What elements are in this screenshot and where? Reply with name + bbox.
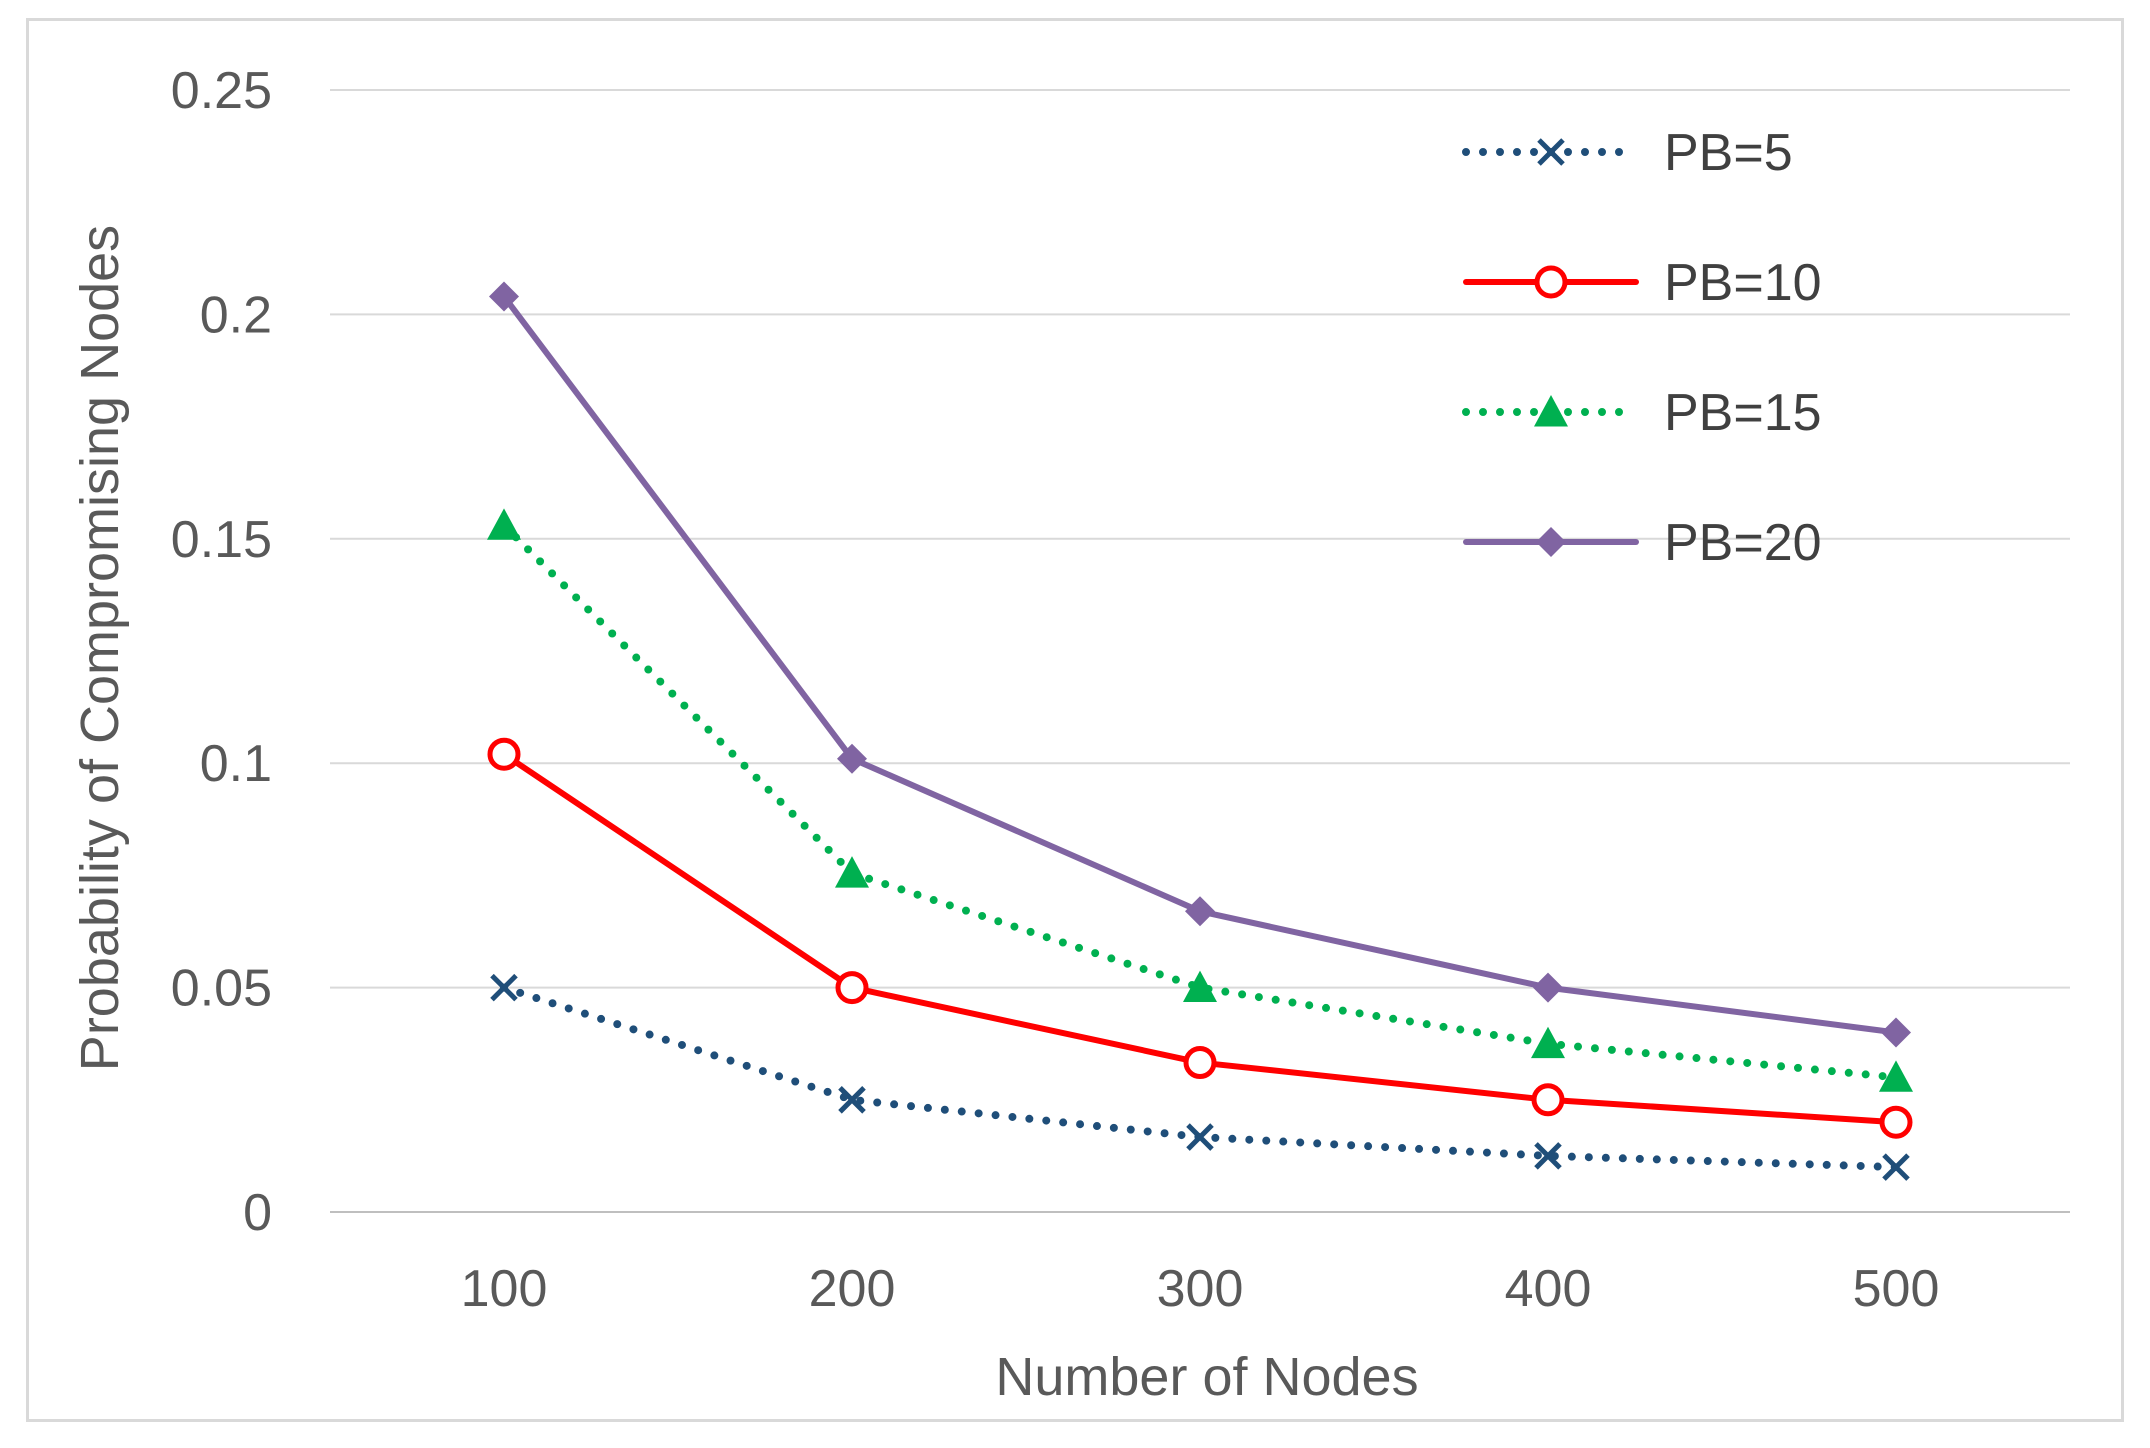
y-tick-label: 0.25 xyxy=(171,62,272,120)
y-tick-label: 0.1 xyxy=(200,735,272,793)
x-marker xyxy=(1186,1123,1214,1151)
triangle-marker xyxy=(487,508,521,540)
legend: PB=5 PB=10 PB=15 PB=20 xyxy=(1462,124,1822,572)
series-pb-15 xyxy=(487,508,1913,1092)
diamond-marker xyxy=(1533,972,1563,1003)
legend-item: PB=15 xyxy=(1462,384,1822,442)
triangle-marker xyxy=(835,856,869,888)
triangle-marker xyxy=(1531,1026,1565,1059)
triangle-marker xyxy=(1183,970,1217,1003)
series-pb-5 xyxy=(490,973,1910,1181)
circle-marker xyxy=(835,971,869,1005)
chart-frame xyxy=(26,18,2124,1422)
y-axis-ticks: 0 0.05 0.1 0.15 0.2 0.25 xyxy=(171,62,272,1242)
circle-marker xyxy=(1531,1083,1565,1117)
legend-label: PB=15 xyxy=(1664,384,1822,442)
legend-label: PB=10 xyxy=(1664,254,1822,312)
legend-item: PB=5 xyxy=(1462,124,1793,182)
y-tick-label: 0.15 xyxy=(171,511,272,569)
circle-marker xyxy=(1879,1105,1913,1139)
triangle-marker xyxy=(1879,1060,1913,1092)
y-tick-label: 0.2 xyxy=(200,286,272,344)
x-axis-ticks: 100 200 300 400 500 xyxy=(461,1260,1940,1318)
series-line xyxy=(500,521,1900,1082)
x-tick-label: 500 xyxy=(1853,1260,1940,1318)
diamond-marker xyxy=(1185,896,1215,927)
diamond-marker xyxy=(489,281,519,312)
circle-marker xyxy=(1534,265,1568,299)
y-tick-label: 0.05 xyxy=(171,960,272,1018)
legend-item: PB=10 xyxy=(1463,254,1822,312)
legend-label: PB=20 xyxy=(1664,514,1822,572)
gridlines xyxy=(330,89,2070,1213)
y-tick-label: 0 xyxy=(243,1184,272,1242)
diamond-marker xyxy=(837,743,867,774)
diamond-marker xyxy=(1881,1017,1911,1048)
x-marker xyxy=(1882,1153,1910,1181)
x-tick-label: 300 xyxy=(1157,1260,1244,1318)
x-marker xyxy=(1534,1142,1562,1170)
legend-label: PB=5 xyxy=(1664,124,1793,182)
y-axis-title: Probability of Compromising Nodes xyxy=(70,225,130,1071)
circle-marker xyxy=(1183,1046,1217,1080)
x-tick-label: 100 xyxy=(461,1260,548,1318)
x-axis-title: Number of Nodes xyxy=(995,1347,1418,1407)
series-pb-20 xyxy=(489,281,1911,1048)
x-marker xyxy=(838,1086,866,1114)
series-group xyxy=(487,281,1913,1181)
legend-item: PB=20 xyxy=(1463,514,1822,572)
x-tick-label: 200 xyxy=(809,1260,896,1318)
x-marker xyxy=(490,973,518,1002)
x-marker xyxy=(1537,138,1565,166)
x-tick-label: 400 xyxy=(1505,1260,1592,1318)
circle-marker xyxy=(487,737,521,771)
diamond-marker xyxy=(1536,527,1566,557)
triangle-marker xyxy=(1534,395,1568,427)
series-pb-10 xyxy=(487,737,1913,1139)
